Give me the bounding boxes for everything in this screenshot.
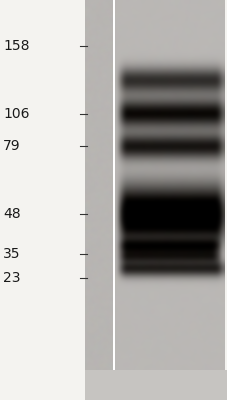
Text: 23: 23: [3, 271, 20, 285]
Text: 79: 79: [3, 139, 20, 153]
Text: 35: 35: [3, 247, 20, 261]
Text: 158: 158: [3, 39, 29, 53]
Text: 106: 106: [3, 107, 29, 121]
Text: 48: 48: [3, 207, 20, 221]
